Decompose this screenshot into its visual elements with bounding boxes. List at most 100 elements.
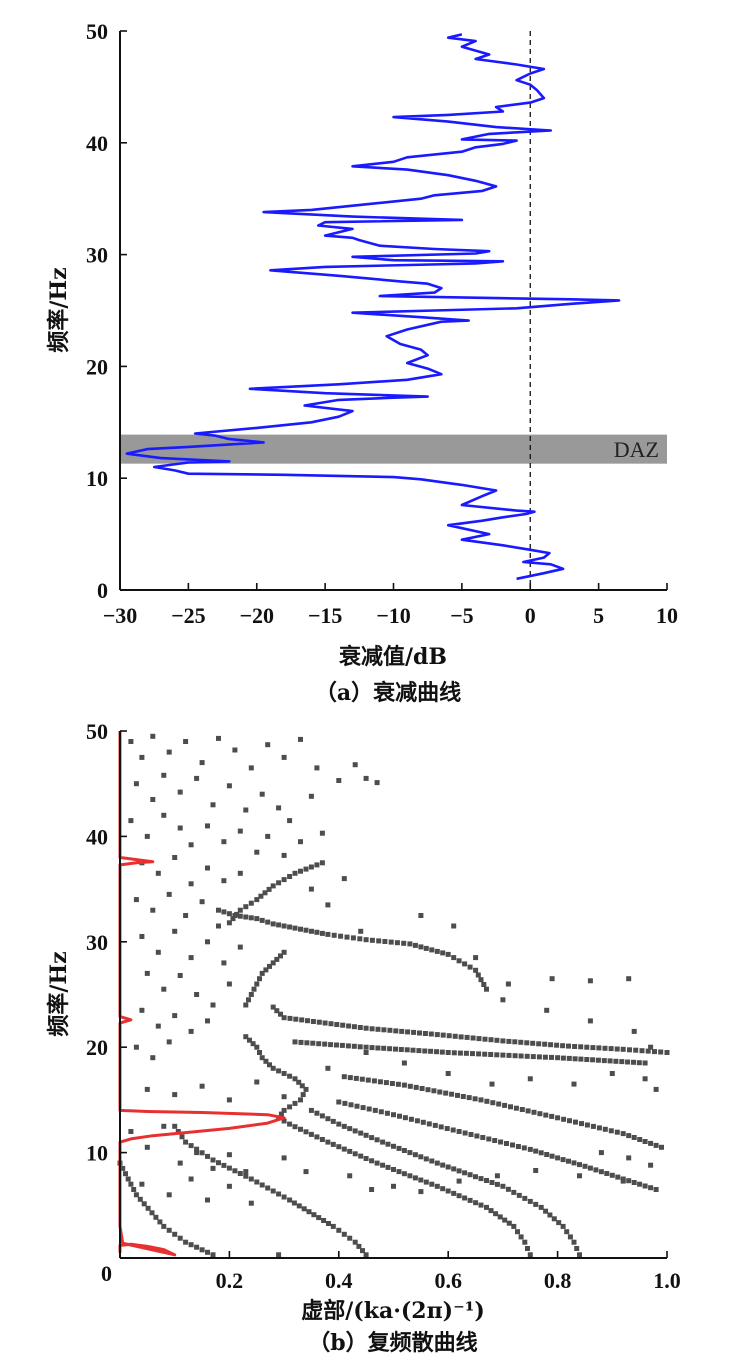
- daz-band-group: [120, 434, 667, 464]
- curve-point: [422, 1031, 428, 1036]
- curve-point: [308, 1107, 314, 1113]
- curve-point: [482, 1036, 488, 1042]
- x-tick-label-a: 5: [593, 603, 604, 628]
- scatter-point: [216, 923, 221, 929]
- curve-point: [357, 1025, 363, 1030]
- scatter-point: [210, 802, 216, 808]
- curve-point: [493, 1211, 499, 1217]
- curve-point: [445, 1164, 451, 1170]
- scatter-point: [166, 749, 172, 755]
- x-tick-label-a: −10: [376, 603, 411, 628]
- curve-point: [270, 1188, 276, 1194]
- curve-point: [301, 1206, 307, 1212]
- curve-point: [369, 1158, 375, 1164]
- curve-point: [456, 1193, 462, 1199]
- scatter-point: [144, 1086, 150, 1092]
- curve-point: [533, 1148, 539, 1154]
- curve-point: [474, 1133, 480, 1139]
- curve-point: [263, 967, 269, 973]
- curve-point: [366, 1106, 372, 1112]
- curve-point: [128, 1181, 134, 1187]
- curve-point: [456, 958, 462, 964]
- curve-point: [560, 1055, 566, 1061]
- curve-point: [536, 1054, 542, 1060]
- curve-point: [326, 1221, 331, 1226]
- curve-point: [270, 1065, 276, 1071]
- curve-point: [125, 1176, 131, 1182]
- curve-point: [281, 1118, 287, 1124]
- scatter-point: [155, 1023, 161, 1029]
- curve-point: [401, 1171, 407, 1177]
- curve-point: [314, 1110, 320, 1116]
- curve-point: [316, 1215, 322, 1221]
- curve-point: [659, 1144, 664, 1150]
- curve-point: [555, 1155, 561, 1161]
- curve-point: [243, 904, 249, 910]
- curve-point: [492, 1138, 498, 1143]
- curve-point: [319, 930, 325, 936]
- scatter-point: [319, 830, 325, 836]
- curve-point: [607, 1058, 613, 1064]
- curve-point: [248, 900, 254, 906]
- curve-point: [625, 1059, 631, 1065]
- x-tick-label-a: −30: [103, 603, 138, 628]
- curve-point: [141, 1201, 147, 1207]
- scatter-point: [265, 833, 271, 839]
- curve-point: [237, 1171, 243, 1176]
- curve-point: [434, 1049, 439, 1055]
- curve-point: [407, 941, 413, 947]
- curve-point: [530, 1040, 536, 1046]
- curve-point: [438, 1124, 444, 1130]
- curve-point: [527, 1146, 533, 1152]
- curve-point: [322, 1020, 328, 1026]
- curve-point: [259, 917, 265, 923]
- curve-point: [533, 1201, 539, 1207]
- curve-point: [347, 1235, 353, 1241]
- ticks-b: 0.2 0.4 0.6 0.8 1.0 10 20 30 40 50: [86, 719, 681, 1293]
- curve-point: [577, 1252, 582, 1258]
- curve-point: [473, 1174, 478, 1180]
- curve-point: [602, 1126, 608, 1132]
- curve-point: [443, 1090, 449, 1096]
- curve-point: [384, 1110, 390, 1116]
- y-tick-label-a: 10: [86, 466, 108, 491]
- curve-point: [226, 920, 232, 926]
- curve-point: [314, 929, 320, 935]
- curve-point: [432, 1122, 438, 1128]
- scatter-point: [336, 778, 342, 783]
- scatter-point: [374, 780, 380, 786]
- curve-point: [418, 1177, 424, 1183]
- scatter-point: [549, 976, 555, 982]
- curve-point: [254, 916, 260, 922]
- curve-point: [626, 1133, 632, 1139]
- curve-point: [547, 1212, 553, 1218]
- curve-point: [340, 1022, 346, 1028]
- curve-point: [287, 1121, 293, 1127]
- curve-point: [336, 1121, 342, 1127]
- curve-point: [512, 1053, 518, 1059]
- curve-point: [508, 1104, 513, 1110]
- curve-point: [462, 1195, 468, 1201]
- curve-point: [287, 874, 293, 879]
- curve-point: [303, 1129, 309, 1135]
- scatter-point: [150, 1055, 156, 1061]
- curve-point: [473, 967, 479, 973]
- curve-point: [515, 1144, 521, 1149]
- curve-point: [604, 1171, 610, 1176]
- curve-point: [319, 860, 325, 866]
- scatter-point: [298, 839, 303, 845]
- scatter-point: [243, 1169, 249, 1175]
- curve-point: [420, 1119, 426, 1125]
- curve-point: [257, 1050, 262, 1055]
- scatter-point: [281, 1094, 287, 1100]
- curve-point: [298, 868, 303, 874]
- curve-point: [396, 1169, 402, 1175]
- curve-point: [316, 1019, 322, 1025]
- scatter-point: [347, 1173, 353, 1179]
- curve-point: [336, 1099, 342, 1105]
- scatter-point: [237, 870, 243, 876]
- curve-point: [357, 936, 363, 942]
- curve-point: [266, 886, 272, 892]
- curve-point: [358, 1153, 364, 1159]
- curve-point: [637, 1137, 643, 1142]
